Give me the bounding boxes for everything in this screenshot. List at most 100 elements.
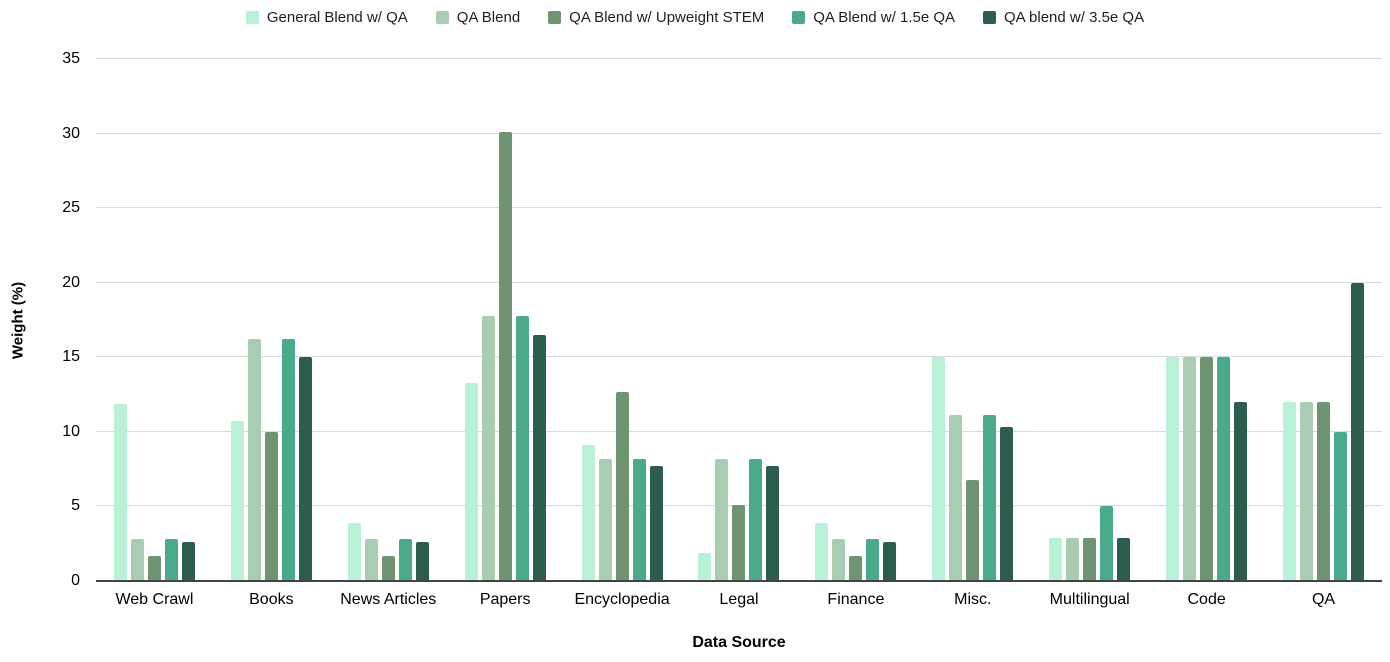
x-axis-tick-labels: Web Crawl Books News Articles Papers Encyclo… — [96, 591, 1382, 609]
gridline — [96, 281, 1382, 283]
x-tick-label-multilingual: Multilingual — [1049, 591, 1130, 608]
legend: General Blend w/ QA QA Blend QA Blend w/ U… — [0, 6, 1390, 28]
bar-qa-blend-w-3-5e-qa-code — [1234, 402, 1248, 581]
bar-qa-blend-qa — [1300, 402, 1314, 581]
x-tick-label-qa: QA — [1311, 591, 1336, 608]
bar-general-blend-w-qa-qa — [1283, 402, 1297, 581]
gridline — [96, 58, 1382, 59]
bar-qa-blend-w-3-5e-qa-news-articles — [415, 542, 429, 581]
bar-qa-blend-misc — [949, 415, 963, 581]
bar-group-web-crawl — [96, 403, 213, 581]
bar-group-misc — [914, 357, 1031, 581]
bar-qa-blend-w-upweight-stem-finance — [849, 555, 863, 581]
legend-swatch-icon — [245, 10, 259, 24]
legend-item-qa-blend-w-1-5e-qa: QA Blend w/ 1.5e QA — [792, 9, 955, 26]
x-tick-label-misc: Misc. — [954, 591, 992, 608]
y-tick-label: 20 — [62, 273, 80, 291]
x-tick-label-news-articles: News Articles — [340, 591, 437, 608]
y-tick-label: 0 — [71, 572, 80, 589]
bar-qa-blend-w-3-5e-qa-qa — [1351, 282, 1365, 581]
bar-qa-blend-w-upweight-stem-encyclopedia — [615, 391, 629, 581]
legend-item-qa-blend: QA Blend — [435, 8, 521, 26]
bar-qa-blend-w-upweight-stem-legal — [732, 504, 746, 581]
bar-qa-blend-w-1-5e-qa-qa — [1334, 431, 1348, 581]
bar-qa-blend-w-3-5e-qa-legal — [766, 466, 780, 581]
bar-group-legal — [681, 458, 798, 581]
bar-qa-blend-w-3-5e-qa-books — [298, 357, 312, 581]
bar-qa-blend-w-upweight-stem-news-articles — [381, 555, 395, 581]
bar-qa-blend-web-crawl — [130, 539, 144, 581]
gridline — [96, 356, 1382, 358]
bar-qa-blend-w-3-5e-qa-finance — [883, 542, 897, 581]
bar-qa-blend-encyclopedia — [598, 458, 612, 581]
bar-general-blend-w-qa-books — [230, 421, 244, 581]
x-axis-line — [96, 580, 1382, 582]
bar-qa-blend-finance — [832, 539, 846, 581]
bar-general-blend-w-qa-news-articles — [347, 522, 361, 581]
bar-groups — [96, 59, 1382, 581]
legend-label: QA blend w/ 3.5e QA — [1004, 8, 1145, 26]
legend-swatch-icon — [983, 10, 997, 24]
legend-item-general-blend-w-qa: General Blend w/ QA — [245, 8, 408, 26]
bar-qa-blend-papers — [481, 315, 495, 581]
bar-qa-blend-w-1-5e-qa-finance — [866, 539, 880, 581]
y-axis-title: Weight (%) — [9, 281, 27, 360]
bar-group-code — [1148, 357, 1265, 581]
x-tick-label-books: Books — [249, 591, 294, 608]
bar-qa-blend-w-upweight-stem-books — [264, 431, 278, 581]
x-axis-title: Data Source — [692, 634, 786, 651]
legend-swatch-icon — [792, 10, 806, 24]
legend-label: General Blend w/ QA — [266, 8, 408, 26]
bar-qa-blend-legal — [715, 458, 729, 581]
bar-group-books — [213, 339, 330, 581]
bar-general-blend-w-qa-code — [1166, 357, 1180, 581]
gridline — [96, 132, 1382, 134]
bar-qa-blend-w-1-5e-qa-papers — [515, 315, 529, 581]
legend-item-qa-blend-w-upweight-stem: QA Blend w/ Upweight STEM — [548, 9, 764, 26]
bar-qa-blend-w-1-5e-qa-multilingual — [1100, 506, 1114, 581]
bar-qa-blend-w-3-5e-qa-misc — [1000, 427, 1014, 581]
bar-qa-blend-w-1-5e-qa-news-articles — [398, 539, 412, 581]
bar-qa-blend-w-1-5e-qa-code — [1217, 357, 1231, 581]
legend-label: QA Blend — [456, 8, 521, 26]
bar-qa-blend-w-1-5e-qa-web-crawl — [164, 539, 178, 581]
x-tick-label-finance: Finance — [827, 591, 885, 608]
bar-general-blend-w-qa-web-crawl — [113, 403, 127, 581]
bar-qa-blend-w-upweight-stem-papers — [498, 132, 512, 581]
bar-qa-blend-news-articles — [364, 539, 378, 581]
x-tick-label-legal: Legal — [719, 591, 759, 608]
x-tick-label-encyclopedia: Encyclopedia — [574, 591, 670, 608]
bar-qa-blend-multilingual — [1066, 537, 1080, 581]
legend-swatch-icon — [435, 10, 449, 24]
bar-group-encyclopedia — [564, 391, 681, 581]
legend-swatch-icon — [548, 10, 562, 24]
bar-general-blend-w-qa-misc — [932, 357, 946, 581]
bar-qa-blend-w-upweight-stem-qa — [1317, 402, 1331, 581]
legend-label: QA Blend w/ 1.5e QA — [813, 8, 956, 26]
plot-area — [96, 58, 1382, 582]
legend-item-qa-blend-w-3-5e-qa: QA blend w/ 3.5e QA — [983, 9, 1144, 26]
bar-group-multilingual — [1031, 506, 1148, 581]
bar-group-papers — [447, 132, 564, 581]
y-tick-label: 15 — [62, 348, 80, 366]
bar-group-qa — [1265, 282, 1382, 581]
y-tick-label: 10 — [62, 422, 80, 440]
bar-qa-blend-w-1-5e-qa-books — [281, 339, 295, 581]
bar-qa-blend-code — [1183, 357, 1197, 581]
x-tick-label-code: Code — [1187, 591, 1226, 608]
gridline — [96, 430, 1382, 432]
bar-general-blend-w-qa-multilingual — [1049, 537, 1063, 581]
y-tick-label: 25 — [62, 199, 80, 217]
x-tick-label-papers: Papers — [479, 591, 531, 608]
bar-qa-blend-w-1-5e-qa-misc — [983, 415, 997, 581]
bar-general-blend-w-qa-legal — [698, 552, 712, 581]
gridline — [96, 207, 1382, 209]
bar-group-finance — [797, 522, 914, 581]
bar-qa-blend-w-3-5e-qa-multilingual — [1117, 537, 1131, 581]
bar-general-blend-w-qa-encyclopedia — [581, 445, 595, 581]
bar-general-blend-w-qa-finance — [815, 522, 829, 581]
bar-qa-blend-w-1-5e-qa-encyclopedia — [632, 458, 646, 581]
bar-qa-blend-w-upweight-stem-multilingual — [1083, 537, 1097, 581]
bar-qa-blend-w-upweight-stem-web-crawl — [147, 555, 161, 581]
bar-qa-blend-books — [247, 339, 261, 581]
